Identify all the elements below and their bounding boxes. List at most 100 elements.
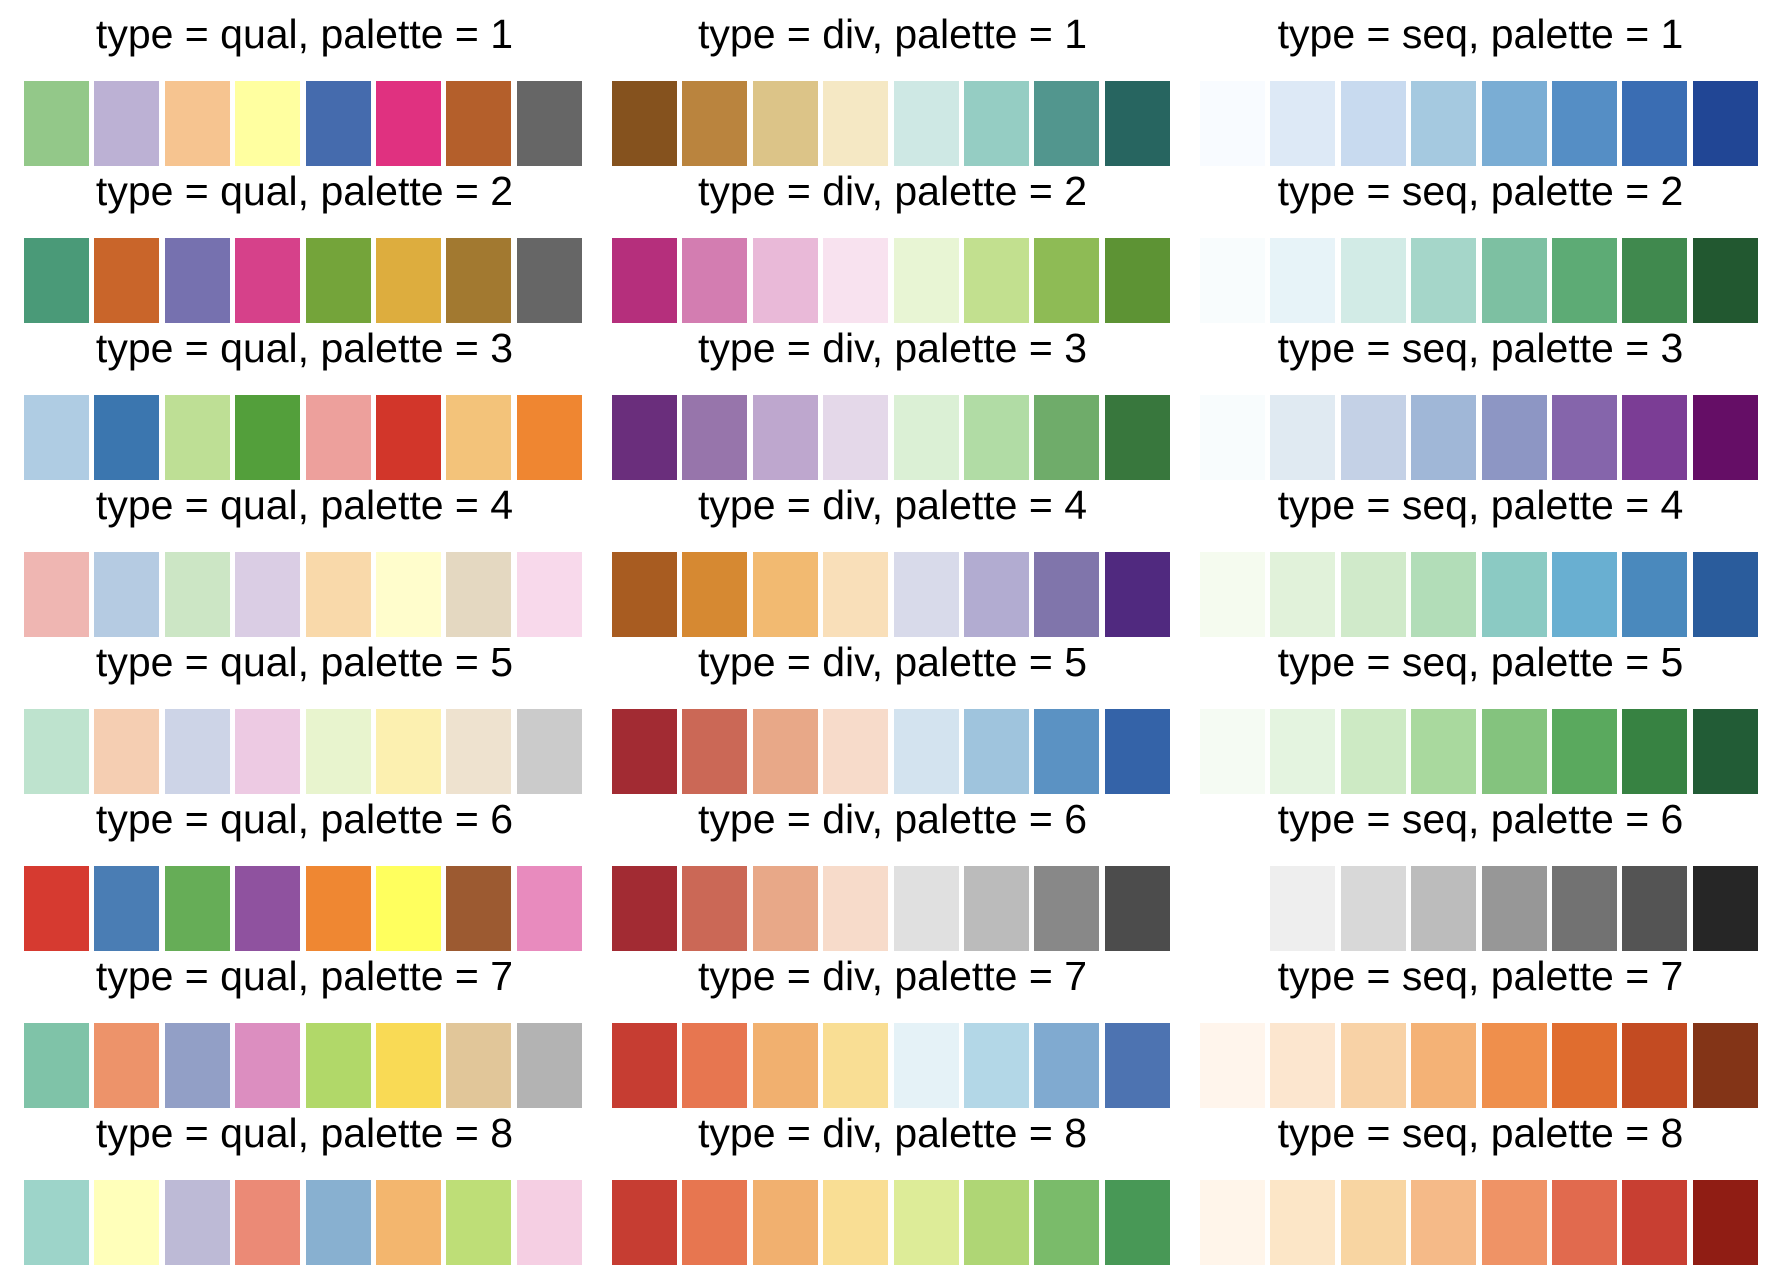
- color-swatch: [612, 552, 677, 637]
- color-swatch: [24, 81, 89, 166]
- color-swatch: [24, 238, 89, 323]
- color-swatch: [376, 1023, 441, 1108]
- panel-title: type = seq, palette = 3: [1277, 325, 1684, 371]
- panel-title: type = div, palette = 7: [698, 953, 1087, 999]
- swatch-row: [24, 709, 585, 794]
- color-swatch: [446, 238, 511, 323]
- color-swatch: [94, 866, 159, 951]
- swatch-row: [1200, 1180, 1761, 1265]
- color-swatch: [823, 1023, 888, 1108]
- color-swatch: [964, 709, 1029, 794]
- color-swatch: [1105, 395, 1170, 480]
- color-swatch: [1270, 81, 1335, 166]
- color-swatch: [823, 1180, 888, 1265]
- palette-panel: type = div, palette = 6: [612, 785, 1173, 951]
- color-swatch: [165, 552, 230, 637]
- palette-panel: type = qual, palette = 8: [24, 1099, 585, 1265]
- swatch-row: [24, 866, 585, 951]
- palette-panel: type = div, palette = 4: [612, 471, 1173, 637]
- color-swatch: [894, 81, 959, 166]
- color-swatch: [235, 1180, 300, 1265]
- color-swatch: [1552, 395, 1617, 480]
- color-swatch: [446, 1023, 511, 1108]
- color-swatch: [1693, 81, 1758, 166]
- swatch-row: [1200, 709, 1761, 794]
- swatch-row: [612, 1180, 1173, 1265]
- color-swatch: [753, 238, 818, 323]
- color-swatch: [1200, 395, 1265, 480]
- swatch-row: [612, 395, 1173, 480]
- color-swatch: [964, 1023, 1029, 1108]
- color-swatch: [894, 1180, 959, 1265]
- panel-title: type = qual, palette = 4: [95, 482, 514, 528]
- color-swatch: [894, 709, 959, 794]
- panel-title: type = seq, palette = 6: [1277, 796, 1684, 842]
- color-swatch: [1200, 709, 1265, 794]
- palette-panel: type = div, palette = 2: [612, 157, 1173, 323]
- color-swatch: [823, 709, 888, 794]
- panel-title: type = qual, palette = 7: [95, 953, 514, 999]
- color-swatch: [306, 709, 371, 794]
- color-swatch: [376, 1180, 441, 1265]
- color-swatch: [1341, 238, 1406, 323]
- color-swatch: [376, 552, 441, 637]
- color-swatch: [165, 1180, 230, 1265]
- color-swatch: [517, 1180, 582, 1265]
- palette-panel: type = qual, palette = 2: [24, 157, 585, 323]
- color-swatch: [1105, 1023, 1170, 1108]
- palette-panel: type = div, palette = 8: [612, 1099, 1173, 1265]
- panel-title: type = qual, palette = 6: [95, 796, 514, 842]
- color-swatch: [165, 238, 230, 323]
- color-swatch: [24, 866, 89, 951]
- swatch-row: [612, 81, 1173, 166]
- color-swatch: [1034, 1023, 1099, 1108]
- color-swatch: [612, 709, 677, 794]
- color-swatch: [24, 1023, 89, 1108]
- swatch-row: [1200, 395, 1761, 480]
- color-swatch: [235, 1023, 300, 1108]
- color-swatch: [1200, 238, 1265, 323]
- color-swatch: [753, 395, 818, 480]
- color-swatch: [376, 709, 441, 794]
- color-swatch: [894, 395, 959, 480]
- color-swatch: [964, 552, 1029, 637]
- color-swatch: [1105, 238, 1170, 323]
- color-swatch: [1411, 238, 1476, 323]
- color-swatch: [1411, 1023, 1476, 1108]
- panel-title: type = div, palette = 8: [698, 1110, 1087, 1156]
- color-swatch: [1034, 395, 1099, 480]
- swatch-row: [24, 238, 585, 323]
- color-swatch: [1034, 81, 1099, 166]
- panel-title: type = qual, palette = 2: [95, 168, 514, 214]
- color-swatch: [1411, 395, 1476, 480]
- color-swatch: [24, 1180, 89, 1265]
- panel-title: type = seq, palette = 2: [1277, 168, 1684, 214]
- color-swatch: [165, 709, 230, 794]
- color-swatch: [517, 552, 582, 637]
- color-swatch: [1693, 238, 1758, 323]
- panel-title: type = qual, palette = 3: [95, 325, 514, 371]
- color-swatch: [306, 81, 371, 166]
- color-swatch: [612, 238, 677, 323]
- color-swatch: [1693, 395, 1758, 480]
- color-swatch: [753, 1023, 818, 1108]
- color-swatch: [753, 709, 818, 794]
- panel-title: type = div, palette = 2: [698, 168, 1087, 214]
- color-swatch: [1622, 81, 1687, 166]
- color-swatch: [517, 81, 582, 166]
- color-swatch: [894, 1023, 959, 1108]
- color-swatch: [306, 552, 371, 637]
- color-swatch: [24, 552, 89, 637]
- color-swatch: [1200, 1023, 1265, 1108]
- palette-panel: type = qual, palette = 1: [24, 0, 585, 166]
- color-swatch: [1270, 866, 1335, 951]
- color-swatch: [446, 552, 511, 637]
- color-swatch: [1622, 866, 1687, 951]
- color-swatch: [235, 866, 300, 951]
- color-swatch: [517, 395, 582, 480]
- color-swatch: [1482, 1180, 1547, 1265]
- color-swatch: [1200, 81, 1265, 166]
- color-swatch: [612, 1023, 677, 1108]
- panel-title: type = div, palette = 1: [698, 11, 1087, 57]
- palette-panel: type = seq, palette = 1: [1200, 0, 1761, 166]
